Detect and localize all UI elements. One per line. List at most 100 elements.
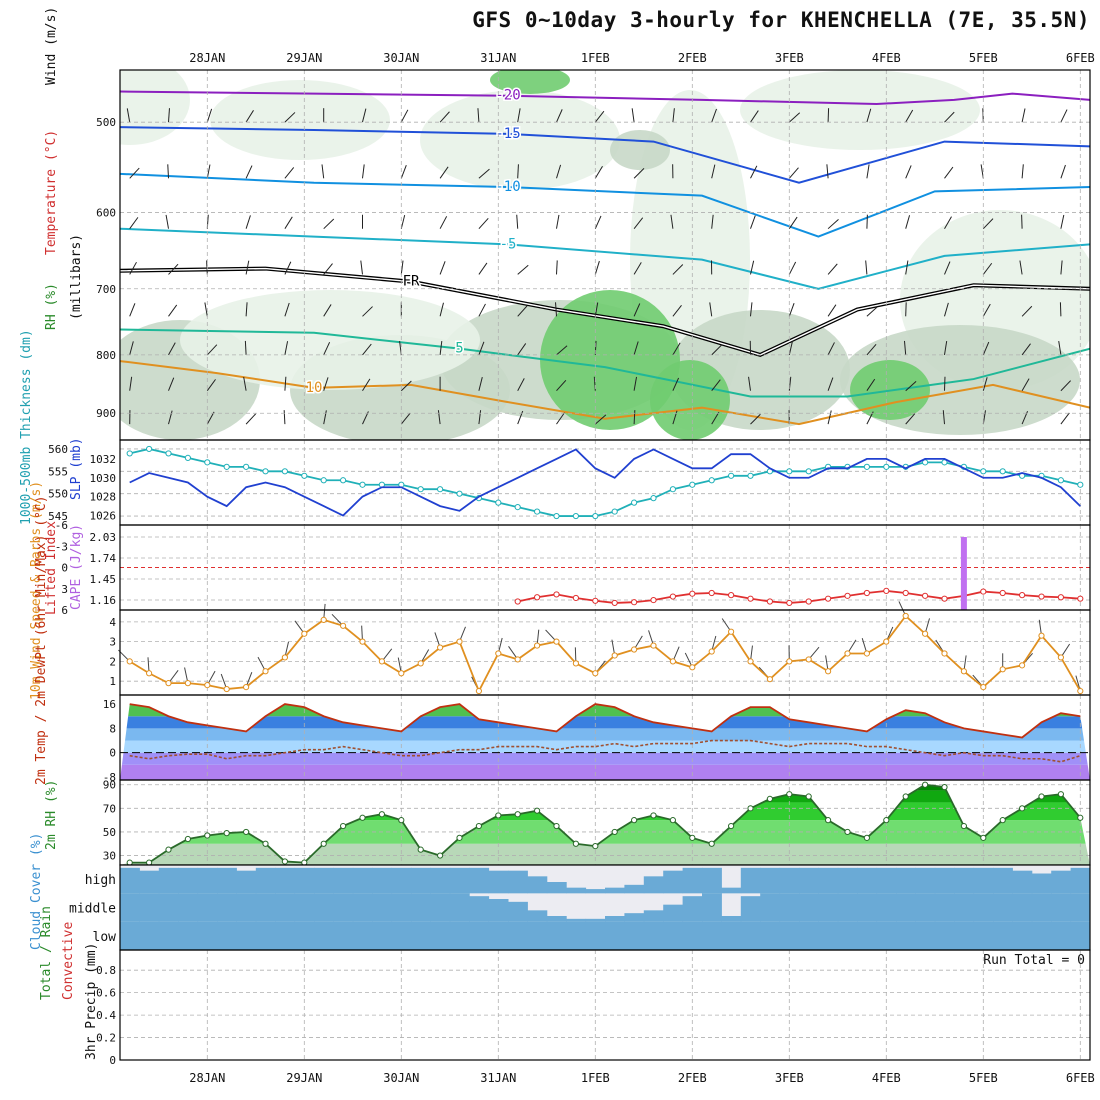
wind-barb: [556, 260, 558, 275]
thickness-line-point: [359, 481, 366, 488]
wind-barb: [556, 412, 565, 425]
cloud-cell: [217, 921, 237, 950]
cloud-cell: [255, 867, 276, 894]
wind-barb: [556, 345, 568, 356]
rh-line-point: [417, 846, 424, 853]
cloud-cell: [158, 921, 179, 950]
wind-barb: [129, 167, 140, 179]
wind-barb: [129, 341, 134, 356]
lifted-index-line-point: [611, 599, 618, 607]
wind-barb: [944, 216, 952, 229]
wind-barb: [866, 108, 872, 123]
cloud-cell: [546, 882, 567, 894]
rh-line-point: [398, 817, 405, 824]
top-date-label: 2FEB: [678, 51, 707, 65]
cloud-cell: [915, 893, 936, 922]
axis-side-label: Lifted Index: [44, 521, 59, 615]
wind-barb: [750, 302, 753, 317]
wind-speed-line-point: [766, 676, 774, 683]
cloud-cell: [643, 876, 664, 894]
bottom-date-label: 3FEB: [775, 1071, 804, 1085]
wind-speed-line-point: [417, 660, 424, 667]
isotherm-label: -10: [495, 179, 520, 195]
wind-barb: [323, 410, 327, 425]
precip-tick-label: 0.2: [96, 1032, 116, 1045]
top-date-label: 6FEB: [1066, 51, 1095, 65]
wind-barb: [556, 164, 562, 179]
wind-barb: [633, 303, 641, 317]
cloud-cell: [255, 921, 276, 950]
cloud-cell: [197, 867, 218, 894]
temp-band: [120, 752, 1090, 765]
axis-side-label: 1000-500mb Thickness (dm): [19, 329, 34, 525]
cloud-cell: [411, 867, 431, 894]
cloud-cell: [469, 896, 490, 922]
cloud-cell: [934, 921, 955, 950]
cloud-cell: [585, 889, 606, 894]
cloud-cell: [721, 887, 742, 894]
cloud-cell: [508, 870, 528, 894]
cloud-cell: [314, 893, 334, 922]
wind-barb: [245, 260, 250, 275]
wind-barb: [866, 378, 876, 391]
bottom-date-label: 28JAN: [189, 1071, 225, 1085]
rh-line-point: [359, 814, 366, 821]
cloud-cell: [236, 870, 257, 894]
isotherm-line: [120, 328, 1090, 398]
thickness-line-point: [863, 463, 871, 470]
cloud-cell: [372, 867, 393, 894]
wind-barb: [478, 303, 486, 317]
lifted-index-line-point: [514, 598, 521, 605]
top-date-label: 28JAN: [189, 51, 225, 65]
cloud-cell: [120, 867, 140, 894]
cloud-cell: [857, 893, 878, 922]
cloud-cell: [158, 867, 179, 894]
cloud-cell: [352, 867, 373, 894]
humidity-shade: [610, 130, 670, 170]
rh-line-point: [1057, 791, 1065, 798]
bottom-date-axis: 28JAN 29JAN 30JAN 31JAN 1FEB 2FEB 3FEB 4FEB 5FEB…: [189, 1071, 1095, 1085]
cloud-cell: [1070, 893, 1091, 922]
cloud-cell: [372, 921, 393, 950]
freezing-line-inner: [120, 267, 1090, 356]
wind-barb: [1021, 378, 1030, 391]
wind-barb: [788, 112, 801, 123]
slp-line: [129, 448, 1081, 517]
rh-line-point: [960, 822, 968, 830]
cloud-cell: [294, 893, 315, 922]
wind-barb: [827, 304, 837, 317]
wind-speed-line-point: [301, 630, 308, 637]
wind-speed-line-point: [805, 656, 812, 663]
wind-barb: [168, 108, 170, 123]
wind-barb: [478, 217, 489, 230]
wind-barb: [788, 302, 795, 317]
humidity-shade: [210, 80, 390, 160]
lifted-index-line-point: [980, 588, 987, 595]
cloud-cell: [585, 918, 606, 922]
wind-barb: [827, 410, 832, 425]
wind-barb: [206, 344, 218, 356]
wind-barb: [478, 410, 482, 425]
cloud-cell: [837, 893, 858, 922]
thickness-line-point: [631, 499, 638, 506]
rh-line-point: [1038, 793, 1045, 800]
wind-barb: [1019, 260, 1023, 275]
wind-barb: [323, 342, 331, 356]
cloud-level-label: high: [85, 873, 116, 888]
wind-barb: [631, 108, 635, 123]
rh-line-point: [262, 840, 269, 847]
cloud-cell: [1070, 867, 1091, 894]
cloud-cell: [352, 921, 373, 950]
wind-barb: [1058, 340, 1062, 355]
cloud-cell: [585, 921, 606, 950]
thickness-line-point: [146, 445, 153, 453]
wind-barb: [903, 340, 907, 355]
temp-band: [120, 764, 1090, 780]
wind-barb: [477, 108, 480, 123]
top-date-label: 4FEB: [872, 51, 901, 65]
wind-speed-line-point: [922, 630, 929, 637]
wind-barb: [672, 108, 675, 123]
wind-barb: [129, 303, 136, 317]
wind-speed-line-point: [572, 660, 580, 667]
cloud-cell: [760, 867, 781, 894]
